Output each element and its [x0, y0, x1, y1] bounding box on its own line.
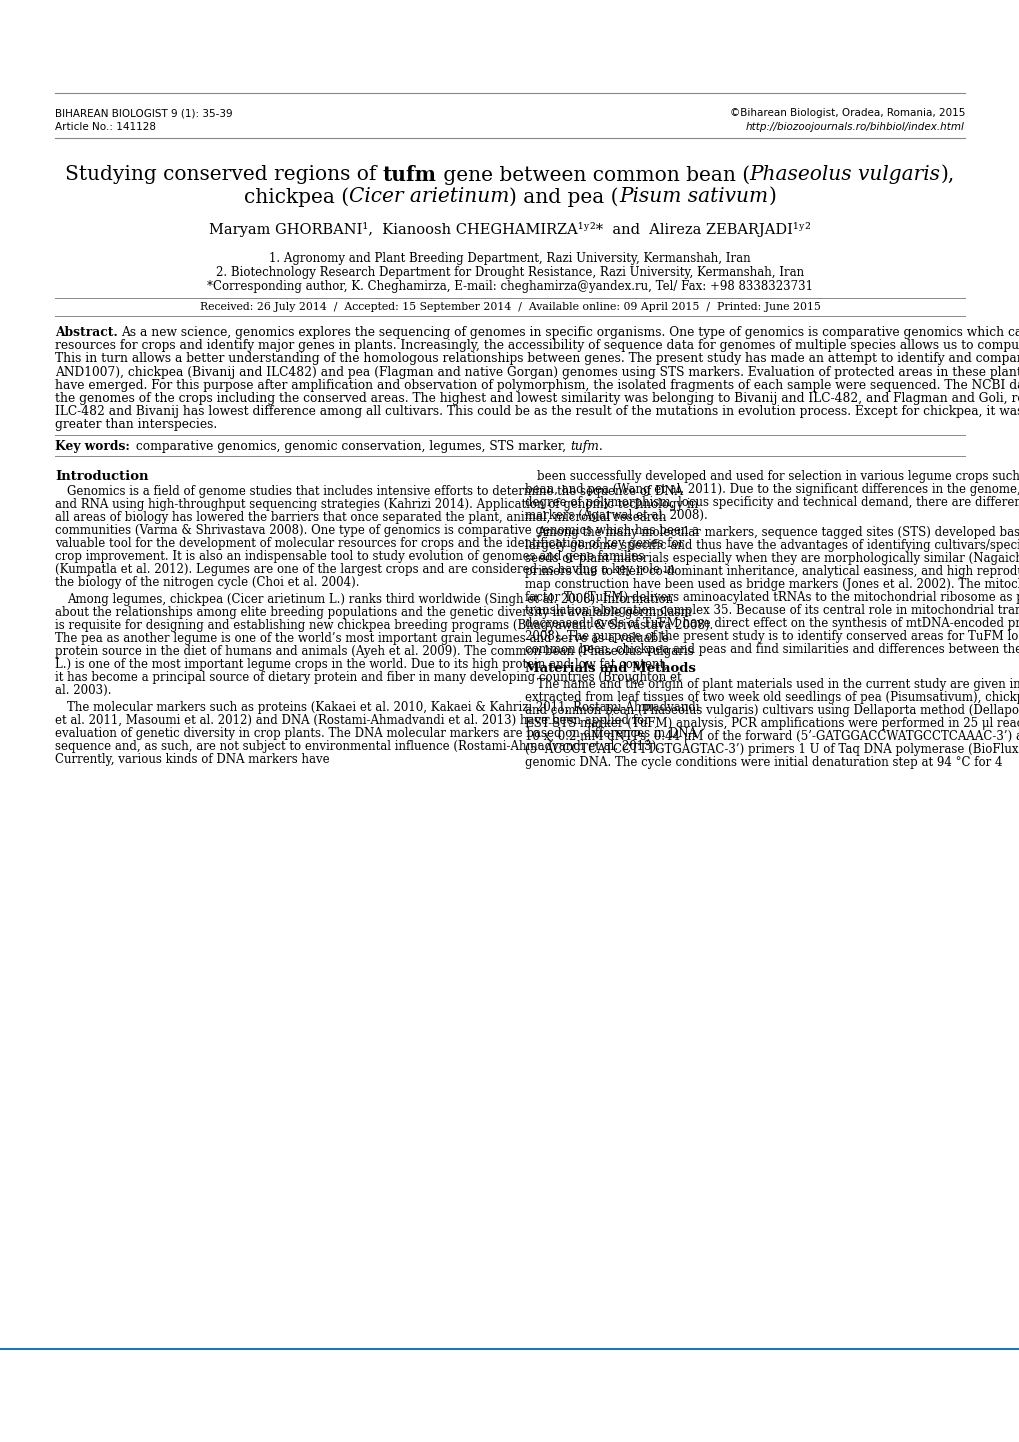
Text: chickpea (: chickpea ( [244, 187, 348, 206]
Text: comparative genomics, genomic conservation, legumes, STS marker,: comparative genomics, genomic conservati… [131, 440, 570, 453]
Text: 10 x, 0.2 mM dNTPs, 0.44 μM of the forward (5’-GATGGACCWATGCCTCAAAC-3’) and reve: 10 x, 0.2 mM dNTPs, 0.44 μM of the forwa… [525, 730, 1019, 743]
Text: gene between common bean (: gene between common bean ( [436, 164, 749, 185]
Text: factor Tu (TuFM) delivers aminoacylated tRNAs to the mitochondrial ribosome as p: factor Tu (TuFM) delivers aminoacylated … [525, 591, 1019, 604]
Text: ) and pea (: ) and pea ( [510, 187, 619, 206]
Text: The pea as another legume is one of the world’s most important grain legumes and: The pea as another legume is one of the … [55, 632, 668, 645]
Text: bean, and pea (Wang et al. 2011). Due to the significant differences in the geno: bean, and pea (Wang et al. 2011). Due to… [525, 483, 1019, 496]
Text: Maryam GHORBANI¹,  Kianoosh CHEGHAMIRZA¹ʸ²*  and  Alireza ZEBARJADI¹ʸ²: Maryam GHORBANI¹, Kianoosh CHEGHAMIRZA¹ʸ… [209, 222, 810, 236]
Text: communities (Varma & Shrivastava 2008). One type of genomics is comparative geno: communities (Varma & Shrivastava 2008). … [55, 523, 698, 536]
Text: is requisite for designing and establishing new chickpea breeding programs (Bhag: is requisite for designing and establish… [55, 619, 712, 632]
Text: evaluation of genetic diversity in crop plants. The DNA molecular markers are ba: evaluation of genetic diversity in crop … [55, 727, 696, 740]
Text: This in turn allows a better understanding of the homologous relationships betwe: This in turn allows a better understandi… [55, 352, 1019, 365]
Text: the biology of the nitrogen cycle (Choi et al. 2004).: the biology of the nitrogen cycle (Choi … [55, 575, 359, 588]
Text: The name and the origin of plant materials used in the current study are given i: The name and the origin of plant materia… [536, 678, 1019, 691]
Text: Among legumes, chickpea (Cicer arietinum L.) ranks third worldwide (Singh et al.: Among legumes, chickpea (Cicer arietinum… [67, 593, 673, 606]
Text: Materials and Methods: Materials and Methods [525, 662, 695, 675]
Text: 1. Agronomy and Plant Breeding Department, Razi University, Kermanshah, Iran: 1. Agronomy and Plant Breeding Departmen… [269, 252, 750, 265]
Text: As a new science, genomics explores the sequencing of genomes in specific organi: As a new science, genomics explores the … [120, 326, 1019, 339]
Text: ),: ), [940, 164, 954, 185]
Text: (5’-ACCCTCATCCTTTGTGAGTAC-3’) primers 1 U of Taq DNA polymerase (BioFlux), 3.2 m: (5’-ACCCTCATCCTTTGTGAGTAC-3’) primers 1 … [525, 743, 1019, 756]
Text: ILC-482 and Bivanij has lowest difference among all cultivars. This could be as : ILC-482 and Bivanij has lowest differenc… [55, 405, 1019, 418]
Text: common bean, chickpea and peas and find similarities and differences between the: common bean, chickpea and peas and find … [525, 643, 1019, 656]
Text: Genomics is a field of genome studies that includes intensive efforts to determi: Genomics is a field of genome studies th… [67, 485, 683, 497]
Text: about the relationships among elite breeding populations and the genetic diversi: about the relationships among elite bree… [55, 606, 691, 619]
Text: Introduction: Introduction [55, 470, 149, 483]
Text: ©Biharean Biologist, Oradea, Romania, 2015: ©Biharean Biologist, Oradea, Romania, 20… [729, 108, 964, 118]
Text: http://biozoojournals.ro/bihbiol/index.html: http://biozoojournals.ro/bihbiol/index.h… [745, 123, 964, 133]
Text: genomic DNA. The cycle conditions were initial denaturation step at 94 °C for 4: genomic DNA. The cycle conditions were i… [525, 756, 1002, 769]
Text: tufm: tufm [382, 164, 436, 185]
Text: Phaseolus vulgaris: Phaseolus vulgaris [749, 164, 940, 185]
Text: 2008). The purpose of the present study is to identify conserved areas for TuFM : 2008). The purpose of the present study … [525, 630, 1019, 643]
Text: et al. 2011, Masoumi et al. 2012) and DNA (Rostami-Ahmadvandi et al. 2013) have : et al. 2011, Masoumi et al. 2012) and DN… [55, 714, 649, 727]
Text: extracted from leaf tissues of two week old seedlings of pea (Pisumsativum), chi: extracted from leaf tissues of two week … [525, 691, 1019, 704]
Text: map construction have been used as bridge markers (Jones et al. 2002). The mitoc: map construction have been used as bridg… [525, 578, 1019, 591]
Text: Among the many molecular markers, sequence tagged sites (STS) developed based on: Among the many molecular markers, sequen… [536, 525, 1019, 539]
Text: Cicer arietinum: Cicer arietinum [348, 187, 510, 206]
Text: translation elongation complex 35. Because of its central role in mitochondrial : translation elongation complex 35. Becau… [525, 604, 1019, 617]
Text: valuable tool for the development of molecular resources for crops and the ident: valuable tool for the development of mol… [55, 536, 684, 549]
Text: Abstract.: Abstract. [55, 326, 117, 339]
Text: ): ) [767, 187, 775, 206]
Text: resources for crops and identify major genes in plants. Increasingly, the access: resources for crops and identify major g… [55, 339, 1019, 352]
Text: largely genome specific and thus have the advantages of identifying cultivars/sp: largely genome specific and thus have th… [525, 539, 1019, 552]
Text: 2. Biotechnology Research Department for Drought Resistance, Razi University, Ke: 2. Biotechnology Research Department for… [216, 265, 803, 278]
Text: degree of polymorphism, locus specificity and technical demand, there are differ: degree of polymorphism, locus specificit… [525, 496, 1019, 509]
Text: sequence and, as such, are not subject to environmental influence (Rostami-Ahmad: sequence and, as such, are not subject t… [55, 740, 659, 753]
Text: (Kumpatla et al. 2012). Legumes are one of the largest crops and are considered : (Kumpatla et al. 2012). Legumes are one … [55, 562, 675, 575]
Text: tufm.: tufm. [570, 440, 602, 453]
Text: primers due to their co-dominant inheritance, analytical easiness, and high repr: primers due to their co-dominant inherit… [525, 565, 1019, 578]
Text: L.) is one of the most important legume crops in the world. Due to its high prot: L.) is one of the most important legume … [55, 658, 667, 671]
Text: al. 2003).: al. 2003). [55, 684, 111, 696]
Text: AND1007), chickpea (Bivanij and ILC482) and pea (Flagman and native Gorgan) geno: AND1007), chickpea (Bivanij and ILC482) … [55, 366, 1019, 379]
Text: and RNA using high-throughput sequencing strategies (Kahrizi 2014). Application : and RNA using high-throughput sequencing… [55, 497, 697, 510]
Text: Currently, various kinds of DNA markers have: Currently, various kinds of DNA markers … [55, 753, 329, 766]
Text: all areas of biology has lowered the barriers that once separated the plant, ani: all areas of biology has lowered the bar… [55, 510, 665, 523]
Text: the genomes of the crops including the conserved areas. The highest and lowest s: the genomes of the crops including the c… [55, 392, 1019, 405]
Text: BIHAREAN BIOLOGIST 9 (1): 35-39: BIHAREAN BIOLOGIST 9 (1): 35-39 [55, 108, 232, 118]
Text: seeds or plant materials especially when they are morphologically similar (Nagai: seeds or plant materials especially when… [525, 552, 1019, 565]
Text: have emerged. For this purpose after amplification and observation of polymorphi: have emerged. For this purpose after amp… [55, 379, 1019, 392]
Text: markers (Agarwal et al. 2008).: markers (Agarwal et al. 2008). [525, 509, 707, 522]
Text: crop improvement. It is also an indispensable tool to study evolution of genomes: crop improvement. It is also an indispen… [55, 549, 644, 562]
Text: and common bean (Phaseolus vulgaris) cultivars using Dellaporta method (Dellapor: and common bean (Phaseolus vulgaris) cul… [525, 704, 1019, 717]
Text: it has become a principal source of dietary protein and fiber in many developing: it has become a principal source of diet… [55, 671, 681, 684]
Text: protein source in the diet of humans and animals (Ayeh et al. 2009). The common : protein source in the diet of humans and… [55, 645, 693, 658]
Text: EST-STS marker (TuFM) analysis, PCR amplifications were performed in 25 μl react: EST-STS marker (TuFM) analysis, PCR ampl… [525, 717, 1019, 730]
Text: Pisum sativum: Pisum sativum [619, 187, 767, 206]
Text: The molecular markers such as proteins (Kakaei et al. 2010, Kakaei & Kahrizi 201: The molecular markers such as proteins (… [67, 701, 699, 714]
Text: greater than interspecies.: greater than interspecies. [55, 418, 217, 431]
Text: *Corresponding author, K. Cheghamirza, E-mail: cheghamirza@yandex.ru, Tel/ Fax: : *Corresponding author, K. Cheghamirza, E… [207, 280, 812, 293]
Text: been successfully developed and used for selection in various legume crops such : been successfully developed and used for… [536, 470, 1019, 483]
Text: Article No.: 141128: Article No.: 141128 [55, 123, 156, 133]
Text: decreased levels of TuFM have direct effect on the synthesis of mtDNA-encoded pr: decreased levels of TuFM have direct eff… [525, 617, 1019, 630]
Text: Studying conserved regions of: Studying conserved regions of [65, 164, 382, 185]
Text: Received: 26 July 2014  /  Accepted: 15 September 2014  /  Available online: 09 : Received: 26 July 2014 / Accepted: 15 Se… [200, 301, 819, 311]
Text: Key words:: Key words: [55, 440, 129, 453]
